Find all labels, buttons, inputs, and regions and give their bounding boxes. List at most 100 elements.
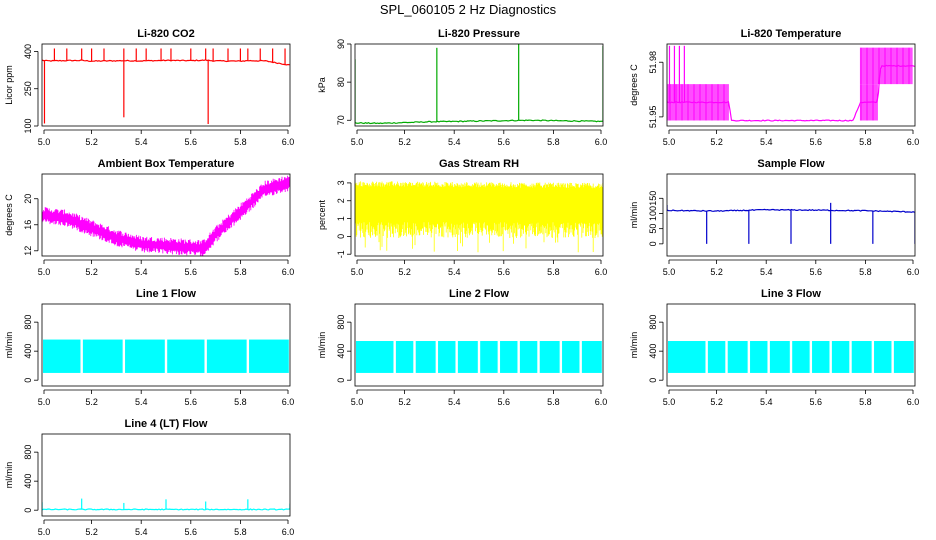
x-tick-label: 5.2 [85, 267, 98, 277]
x-tick-label: 5.8 [859, 397, 872, 407]
x-tick-label: 5.6 [185, 527, 198, 537]
y-axis-label: kPa [317, 77, 327, 93]
panel-title: Line 2 Flow [449, 288, 509, 300]
x-tick-label: 5.2 [710, 397, 723, 407]
flow-block [395, 341, 414, 373]
y-axis-label: ml/min [629, 332, 639, 359]
flow-block [750, 341, 768, 373]
y-axis-label: ml/min [4, 462, 14, 489]
panel-title: Line 4 (LT) Flow [125, 418, 208, 430]
y-axis-label: ml/min [629, 202, 639, 229]
flow-block [831, 341, 850, 373]
x-tick-label: 6.0 [907, 137, 920, 147]
x-tick-label: 6.0 [907, 267, 920, 277]
plot-area [43, 339, 289, 373]
series-0 [42, 175, 290, 256]
y-tick-label: 50 [648, 224, 658, 234]
flow-block [249, 339, 289, 373]
y-tick-label: 3 [336, 180, 346, 185]
x-tick-label: 5.6 [185, 397, 198, 407]
flow-block [874, 341, 892, 373]
plot-frame [354, 173, 604, 257]
y-axis-label: ml/min [4, 332, 14, 359]
flow-block [500, 341, 518, 373]
x-tick-label: 5.0 [38, 137, 51, 147]
y-tick-label: 12 [23, 246, 33, 256]
x-tick-label: 5.2 [710, 267, 723, 277]
y-tick-label: 20 [23, 194, 33, 204]
x-tick-label: 5.4 [760, 267, 773, 277]
y-tick-label: 0 [336, 378, 346, 383]
y-tick-label: 100 [648, 206, 658, 221]
flow-block [769, 341, 790, 373]
x-tick-label: 5.2 [398, 137, 411, 147]
plot-area [355, 44, 603, 125]
y-tick-label: 800 [23, 315, 33, 330]
x-tick-label: 5.6 [185, 267, 198, 277]
x-tick-label: 5.0 [351, 267, 364, 277]
x-tick-label: 6.0 [282, 137, 295, 147]
panel-co2: Li-820 CO2 5.0 5.2 5.4 5.6 5.8 6.0 100 250 400 Lic… [4, 28, 294, 147]
panel-licor_temp: Li-820 Temperature 5.0 5.2 5.4 5.6 5.8 6.0 51.9… [629, 28, 919, 147]
flow-block [707, 341, 726, 373]
x-tick-label: 5.6 [498, 137, 511, 147]
plot-frame [666, 173, 916, 257]
plot-area [42, 48, 290, 125]
y-tick-label: 51.98 [648, 51, 658, 74]
plot-area [42, 498, 290, 511]
y-tick-label: 100 [23, 118, 33, 133]
x-tick-label: 5.8 [234, 527, 247, 537]
x-tick-label: 5.0 [38, 397, 51, 407]
panel-pressure: Li-820 Pressure 5.0 5.2 5.4 5.6 5.8 6.0 70 80 90 k… [317, 28, 607, 147]
figure-title: SPL_060105 2 Hz Diagnostics [380, 2, 557, 17]
x-tick-label: 5.6 [498, 397, 511, 407]
flow-block [893, 341, 914, 373]
x-tick-label: 5.4 [760, 137, 773, 147]
plot-frame [354, 43, 604, 127]
x-tick-label: 5.0 [663, 397, 676, 407]
y-tick-label: 0 [648, 378, 658, 383]
x-tick-label: 5.2 [398, 397, 411, 407]
x-tick-label: 5.4 [135, 267, 148, 277]
x-tick-label: 5.4 [448, 267, 461, 277]
plot-area [355, 181, 603, 253]
flow-block [356, 341, 394, 373]
plot-area [356, 341, 602, 373]
y-tick-label: 400 [336, 344, 346, 359]
x-tick-label: 6.0 [282, 527, 295, 537]
flow-block [851, 341, 872, 373]
flow-block [82, 339, 123, 373]
plot-area [42, 175, 290, 256]
x-tick-label: 6.0 [907, 397, 920, 407]
y-tick-label: 51.95 [648, 106, 658, 129]
plot-area [667, 202, 915, 244]
x-tick-label: 5.8 [234, 397, 247, 407]
x-tick-label: 6.0 [282, 267, 295, 277]
x-tick-label: 5.2 [710, 137, 723, 147]
y-tick-label: 400 [648, 344, 658, 359]
plot-area [667, 45, 915, 122]
y-tick-label: 150 [648, 191, 658, 206]
x-tick-label: 5.0 [38, 267, 51, 277]
x-tick-label: 5.6 [810, 267, 823, 277]
y-tick-label: 0 [23, 378, 33, 383]
panel-title: Line 3 Flow [761, 288, 821, 300]
series-0 [355, 119, 603, 125]
x-tick-label: 5.8 [859, 137, 872, 147]
x-tick-label: 5.6 [498, 267, 511, 277]
x-tick-label: 5.4 [135, 397, 148, 407]
x-tick-label: 6.0 [282, 397, 295, 407]
plot-area [668, 341, 914, 373]
plot-frame [666, 303, 916, 387]
flow-block [539, 341, 560, 373]
flow-block [562, 341, 580, 373]
x-tick-label: 5.4 [448, 397, 461, 407]
x-tick-label: 5.4 [760, 397, 773, 407]
x-tick-label: 5.8 [547, 397, 560, 407]
y-tick-label: 400 [23, 344, 33, 359]
panel-title: Li-820 Temperature [741, 28, 842, 40]
x-tick-label: 6.0 [595, 267, 608, 277]
y-axis-label: percent [317, 199, 327, 230]
flow-block [727, 341, 748, 373]
